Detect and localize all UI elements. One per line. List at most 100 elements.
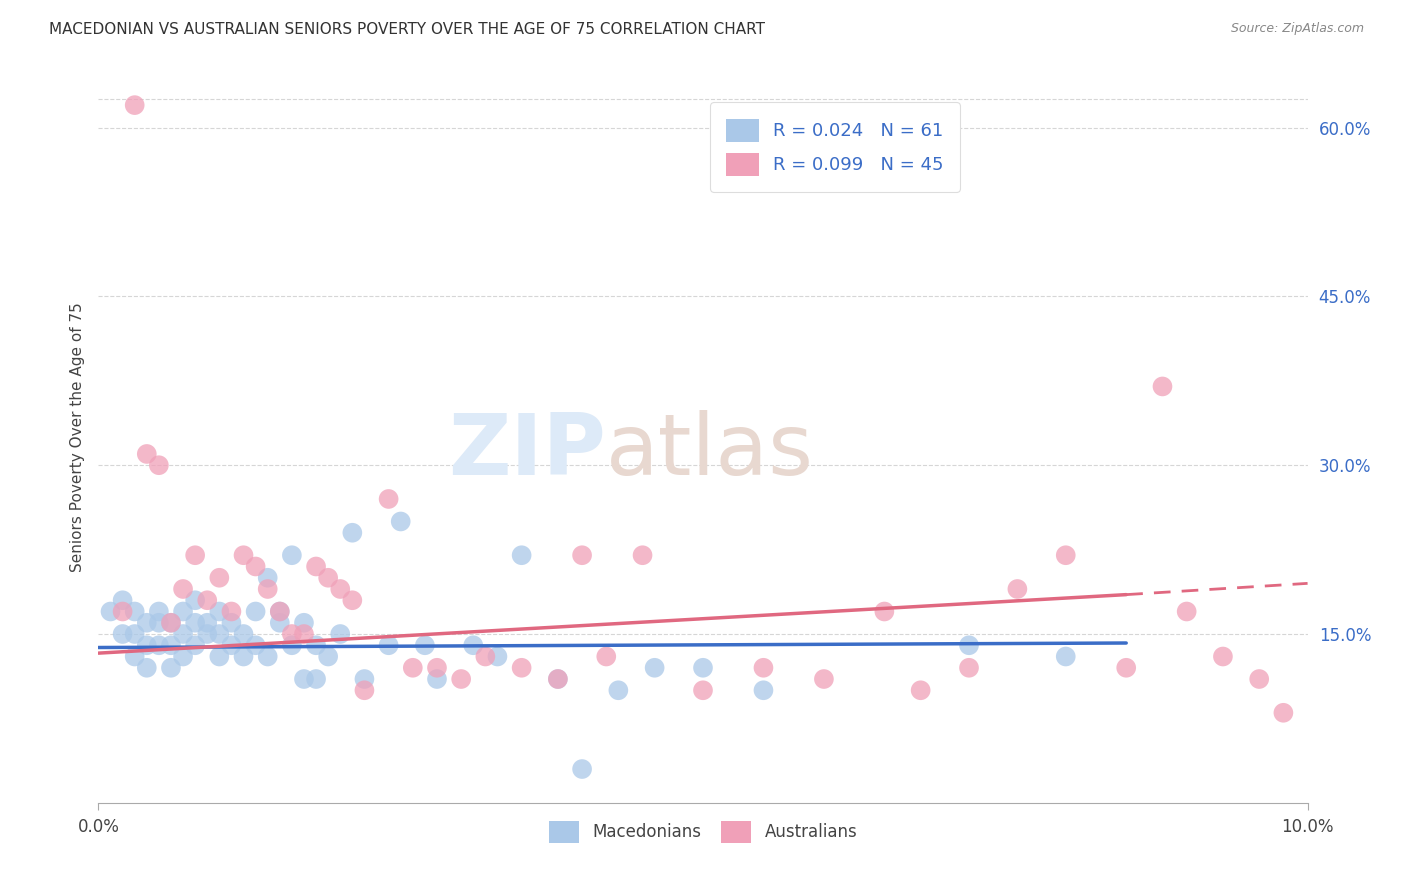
Point: [571, 548, 593, 562]
Point: [547, 672, 569, 686]
Point: [353, 672, 375, 686]
Point: [292, 615, 315, 630]
Point: [208, 571, 231, 585]
Point: [281, 638, 304, 652]
Point: [160, 661, 183, 675]
Point: [292, 627, 315, 641]
Point: [281, 627, 304, 641]
Point: [245, 559, 267, 574]
Point: [148, 638, 170, 652]
Point: [172, 649, 194, 664]
Point: [510, 661, 533, 675]
Point: [111, 593, 134, 607]
Point: [281, 548, 304, 562]
Point: [474, 649, 496, 664]
Point: [195, 627, 218, 641]
Point: [160, 615, 183, 630]
Point: [256, 582, 278, 596]
Point: [124, 605, 146, 619]
Point: [100, 605, 122, 619]
Point: [195, 593, 218, 607]
Point: [195, 615, 218, 630]
Point: [644, 661, 666, 675]
Point: [692, 661, 714, 675]
Point: [1272, 706, 1295, 720]
Point: [184, 638, 207, 652]
Point: [342, 593, 364, 607]
Point: [124, 649, 146, 664]
Point: [607, 683, 630, 698]
Point: [873, 605, 896, 619]
Point: [486, 649, 509, 664]
Point: [148, 458, 170, 473]
Point: [305, 672, 328, 686]
Point: [377, 638, 399, 652]
Point: [389, 515, 412, 529]
Point: [184, 615, 207, 630]
Point: [221, 605, 243, 619]
Point: [172, 582, 194, 596]
Point: [957, 638, 980, 652]
Text: MACEDONIAN VS AUSTRALIAN SENIORS POVERTY OVER THE AGE OF 75 CORRELATION CHART: MACEDONIAN VS AUSTRALIAN SENIORS POVERTY…: [49, 22, 765, 37]
Point: [221, 638, 243, 652]
Point: [135, 638, 157, 652]
Point: [269, 615, 291, 630]
Point: [124, 627, 146, 641]
Point: [256, 571, 278, 585]
Point: [148, 615, 170, 630]
Text: atlas: atlas: [606, 410, 814, 493]
Point: [316, 571, 339, 585]
Point: [172, 627, 194, 641]
Point: [232, 627, 254, 641]
Point: [752, 661, 775, 675]
Point: [172, 605, 194, 619]
Point: [221, 615, 243, 630]
Point: [208, 605, 231, 619]
Point: [329, 627, 352, 641]
Point: [450, 672, 472, 686]
Point: [342, 525, 364, 540]
Point: [305, 638, 328, 652]
Point: [571, 762, 593, 776]
Point: [1054, 548, 1077, 562]
Point: [426, 661, 449, 675]
Point: [1054, 649, 1077, 664]
Point: [232, 548, 254, 562]
Point: [245, 605, 267, 619]
Point: [957, 661, 980, 675]
Point: [1212, 649, 1234, 664]
Point: [256, 649, 278, 664]
Point: [1115, 661, 1137, 675]
Point: [1175, 605, 1198, 619]
Point: [135, 661, 157, 675]
Point: [1152, 379, 1174, 393]
Point: [184, 593, 207, 607]
Point: [1249, 672, 1271, 686]
Point: [426, 672, 449, 686]
Text: Source: ZipAtlas.com: Source: ZipAtlas.com: [1230, 22, 1364, 36]
Point: [631, 548, 654, 562]
Point: [316, 649, 339, 664]
Point: [111, 605, 134, 619]
Point: [269, 605, 291, 619]
Point: [463, 638, 485, 652]
Point: [329, 582, 352, 596]
Point: [413, 638, 436, 652]
Point: [292, 672, 315, 686]
Point: [752, 683, 775, 698]
Point: [910, 683, 932, 698]
Point: [510, 548, 533, 562]
Point: [353, 683, 375, 698]
Point: [135, 615, 157, 630]
Point: [160, 638, 183, 652]
Point: [305, 559, 328, 574]
Y-axis label: Seniors Poverty Over the Age of 75: Seniors Poverty Over the Age of 75: [69, 302, 84, 572]
Point: [269, 605, 291, 619]
Point: [111, 627, 134, 641]
Point: [160, 615, 183, 630]
Point: [377, 491, 399, 506]
Text: ZIP: ZIP: [449, 410, 606, 493]
Point: [402, 661, 425, 675]
Point: [547, 672, 569, 686]
Point: [135, 447, 157, 461]
